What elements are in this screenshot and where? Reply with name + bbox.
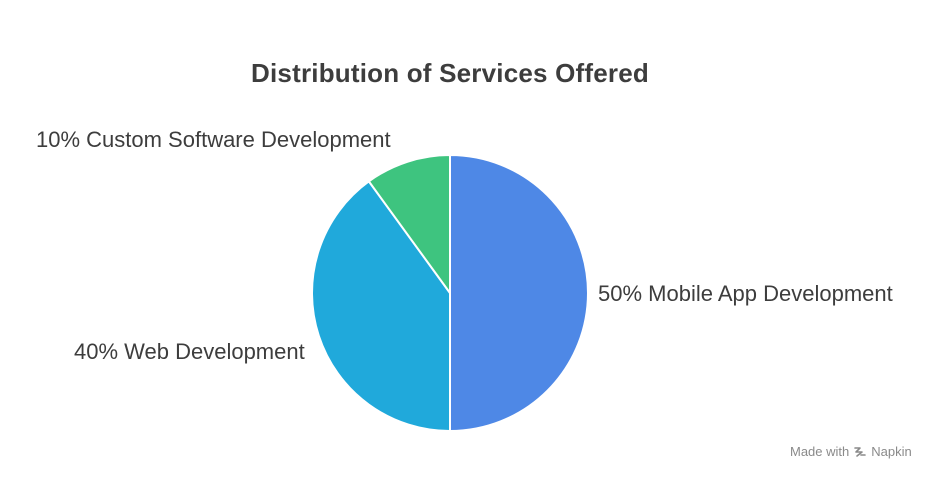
- napkin-brand-text: Napkin: [871, 444, 912, 459]
- pie-slices: [311, 154, 589, 432]
- chart-title: Distribution of Services Offered: [251, 58, 649, 88]
- made-with-text: Made with: [790, 444, 850, 459]
- slice-label-mobile-app: 50% Mobile App Development: [598, 281, 893, 306]
- made-with-napkin-watermark[interactable]: Made with Napkin: [790, 444, 912, 459]
- slice-label-custom-software: 10% Custom Software Development: [36, 127, 391, 152]
- pie-slice-custom-software: [367, 154, 451, 294]
- slice-label-web: 40% Web Development: [74, 339, 305, 364]
- pie-slice-web: [311, 180, 451, 432]
- pie-slice-mobile-app: [449, 154, 589, 432]
- napkin-logo-icon: [854, 446, 867, 457]
